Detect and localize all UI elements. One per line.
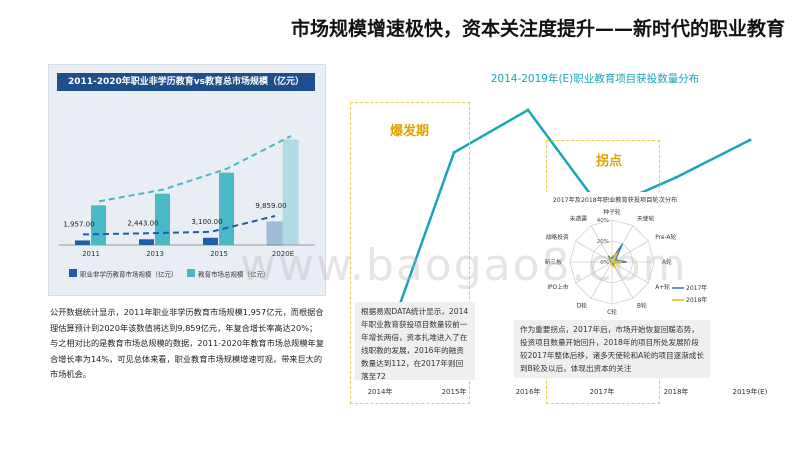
radar-legend-label-0: 2017年 xyxy=(686,284,707,292)
line-point-1 xyxy=(452,151,456,154)
radar-tick-label: 20% xyxy=(597,239,609,245)
bar-data-label: 1,957.00 xyxy=(63,220,94,228)
radar-spoke xyxy=(611,240,649,263)
line-point-4 xyxy=(674,176,678,179)
bar-legend-label-1: 教育市场总规模（亿元） xyxy=(198,270,270,279)
bar-tick-label: 2011 xyxy=(82,250,100,258)
radar-axis-label: C轮 xyxy=(607,308,617,316)
bar-chart-title: 2011-2020年职业非学历教育vs教育总市场规模（亿元） xyxy=(57,73,315,91)
line-tick-label: 2019年(E) xyxy=(733,387,768,396)
turning-point-callout: 作为重要拐点，2017年后，市场开始恢复回暖态势，投资项目数量开始回升，2018… xyxy=(514,320,710,378)
description-para-2: 与之相对比的是教育市场总规模的数据，2011-2020年教育市场总规模年复合增长… xyxy=(50,338,324,379)
burst-period-box xyxy=(350,102,470,404)
line-tick-label: 2015年 xyxy=(442,387,467,396)
bar-data-label: 2,443.00 xyxy=(127,219,158,227)
radar-axis-label: 未透露 xyxy=(570,215,588,223)
bar-trend-line-1 xyxy=(98,135,292,203)
radar-spoke xyxy=(611,261,649,284)
description-para-1: 公开数据统计显示，2011年职业非学历教育市场规模1,957亿元，而根据合理估算… xyxy=(50,307,324,333)
radar-tick-label: 0% xyxy=(600,260,609,266)
radar-panel: 2017年及2018年职业教育获投项目轮次分布 种子轮天使轮 Pre-A轮 A轮 A+轮… xyxy=(520,192,710,320)
bar-data-label: 3,100.00 xyxy=(191,218,222,226)
radar-axis-label: IPO上市 xyxy=(547,283,569,291)
bar-0-1 xyxy=(139,239,154,245)
radar-spoke xyxy=(575,261,613,284)
bar-tick-label: 2013 xyxy=(146,250,164,258)
description-text: 公开数据统计显示，2011年职业非学历教育市场规模1,957亿元，而根据合理估算… xyxy=(50,305,326,383)
investment-line-chart: 2014-2019年(E)职业教育项目获投数量分布 2014年 2015年 2016年… xyxy=(368,72,768,396)
bar-0-0 xyxy=(75,240,90,245)
radar-axis-label: Pre-A轮 xyxy=(655,233,676,241)
burst-period-callout: 根据易观DATA统计显示，2014年职业教育获投项目数量较前一年增长两倍，资本扎… xyxy=(355,302,475,381)
bar-0-2 xyxy=(203,237,218,245)
bar-1-2 xyxy=(219,172,234,245)
market-size-bar-chart: 2011 1,957.00 2013 2,443.00 2015 3,100.00 2020… xyxy=(59,135,315,279)
bar-1-3 xyxy=(282,139,299,246)
radar-axis-label: 种子轮 xyxy=(603,208,621,216)
radar-title: 2017年及2018年职业教育获投项目轮次分布 xyxy=(553,196,677,204)
radar-axis-label: 新三板 xyxy=(545,258,563,266)
radar-axis-label: A轮 xyxy=(662,258,672,266)
line-series xyxy=(378,108,751,361)
bar-legend-swatch-0 xyxy=(69,269,77,277)
radar-axis-label: B轮 xyxy=(637,301,647,309)
radar-axis-label: D轮 xyxy=(577,301,587,309)
bar-trend-line-0 xyxy=(82,215,276,236)
radar-axis-label: 战略投资 xyxy=(545,233,568,241)
bar-tick-label: 2015 xyxy=(210,250,228,258)
radar-axis-label: 天使轮 xyxy=(637,215,655,223)
radar-spoke xyxy=(590,261,613,299)
market-size-panel: 2011-2020年职业非学历教育vs教育总市场规模（亿元） 2011 1,957… xyxy=(48,64,326,296)
radar-legend-label-1: 2018年 xyxy=(686,296,707,304)
bar-data-label: 9,859.00 xyxy=(255,202,286,210)
bar-legend-swatch-1 xyxy=(187,269,195,277)
line-tick-label: 2018年 xyxy=(664,387,689,396)
turning-point-label: 拐点 xyxy=(596,154,623,169)
radar-tick-label: 40% xyxy=(597,218,609,224)
burst-period-label: 爆发期 xyxy=(390,124,430,139)
line-chart-title: 2014-2019年(E)职业教育项目获投数量分布 xyxy=(491,72,700,85)
line-tick-label: 2017年 xyxy=(590,387,615,396)
bar-tick-label: 2020E xyxy=(272,250,294,258)
line-point-2 xyxy=(526,108,530,112)
radar-spoke xyxy=(575,240,613,263)
radar-series-1 xyxy=(609,251,623,269)
bar-legend-label-0: 职业非学历教育市场规模（亿元） xyxy=(80,270,178,279)
page-title: 市场规模增速极快，资本关注度提升——新时代的职业教育 xyxy=(290,18,785,40)
line-point-5 xyxy=(748,138,752,142)
line-tick-label: 2016年 xyxy=(516,387,541,396)
line-tick-label: 2014年 xyxy=(368,387,393,396)
bar-0-3 xyxy=(266,221,283,246)
radar-axis-label: A+轮 xyxy=(655,283,670,291)
